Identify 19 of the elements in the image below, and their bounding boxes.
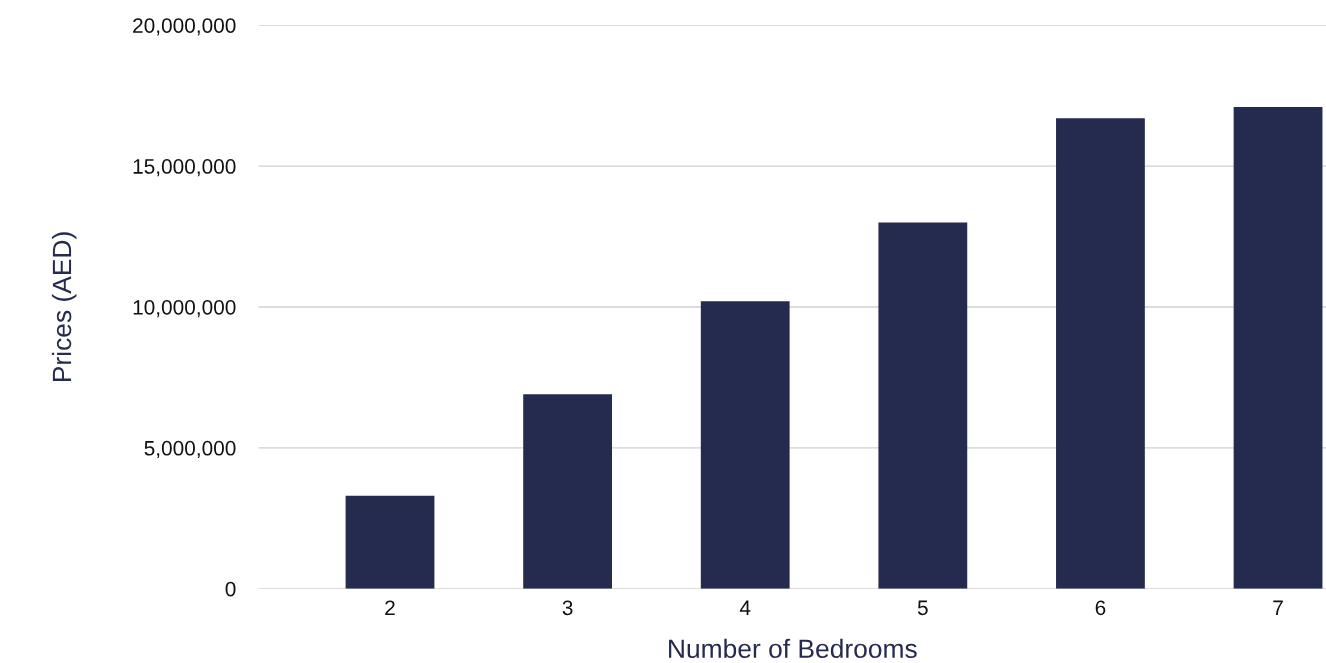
x-tick-label: 4 (739, 600, 751, 615)
x-axis-title: Number of Bedrooms (669, 638, 917, 659)
bar (1056, 118, 1145, 589)
y-tick-label: 20,000,000 (133, 18, 236, 36)
x-tick-label: 3 (562, 600, 573, 616)
bar (1233, 106, 1323, 589)
y-tick-label: 0 (225, 581, 236, 597)
y-tick-label: 5,000,000 (144, 440, 236, 459)
x-tick-label: 2 (385, 600, 395, 615)
bar (700, 301, 790, 589)
x-tick-label: 7 (1273, 600, 1283, 615)
y-tick-label: 10,000,000 (133, 299, 236, 318)
x-tick-label: 5 (917, 600, 928, 616)
x-tick-label: 6 (1095, 600, 1106, 616)
bar (878, 222, 968, 589)
y-tick-label: 15,000,000 (133, 159, 236, 177)
bar (345, 495, 435, 589)
bar (523, 394, 613, 589)
y-axis-title: Prices (AED) (51, 232, 77, 382)
